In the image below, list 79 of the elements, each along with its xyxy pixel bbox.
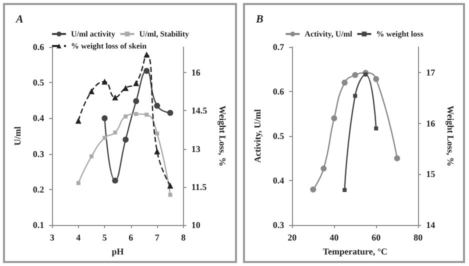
point	[394, 155, 400, 162]
point	[144, 52, 150, 58]
point	[168, 192, 172, 197]
y2-axis-title: Weight Loss, %	[446, 106, 456, 166]
chart-title: A	[15, 14, 24, 26]
y-tick-label: 0.6	[272, 86, 285, 97]
point	[310, 186, 316, 192]
x-axis-title: Temperature, °C	[322, 246, 388, 256]
point	[122, 84, 129, 91]
point	[353, 94, 358, 98]
x-tick-label: 6	[128, 232, 134, 243]
legend-label: U/ml, Stability	[139, 30, 189, 38]
y2-tick-label: 14.5	[191, 106, 208, 116]
x-tick-label: 3	[50, 232, 55, 243]
point	[154, 148, 160, 154]
y2-tick-label: 14	[426, 220, 436, 230]
point	[112, 178, 118, 184]
point	[90, 154, 94, 158]
y-tick-label: 0.4	[272, 176, 285, 186]
chart-title: B	[255, 14, 264, 26]
legend-label: % weight loss of skein	[71, 42, 148, 50]
point	[155, 132, 160, 136]
point	[102, 115, 108, 122]
y2-tick-label: 16	[191, 67, 201, 78]
x-tick-label: 8	[181, 232, 186, 243]
point	[88, 88, 95, 94]
point	[144, 112, 149, 117]
point	[374, 126, 378, 130]
y2-tick-label: 17	[426, 67, 436, 78]
y-tick-label: 0.2	[32, 184, 45, 194]
point	[342, 188, 347, 192]
y-tick-label: 0.5	[272, 131, 285, 142]
x-tick-label: 40	[330, 232, 340, 243]
point	[76, 181, 80, 186]
legend-label: % weight loss	[376, 30, 424, 38]
y2-tick-label: 10	[191, 220, 201, 230]
x-tick-label: 80	[414, 232, 424, 243]
point	[352, 72, 358, 78]
point	[167, 182, 174, 189]
point	[75, 118, 82, 124]
point	[154, 102, 160, 109]
y-tick-label: 0.6	[32, 42, 45, 52]
point	[112, 94, 118, 100]
y2-tick-label: 13	[191, 144, 201, 154]
x-tick-label: 5	[102, 232, 108, 243]
point	[331, 115, 338, 122]
y2-axis-title: Weight Loss, %	[218, 106, 228, 166]
y2-tick-label: 11.5	[191, 182, 208, 192]
y-tick-label: 0.5	[32, 78, 45, 88]
y-axis-title: Activity, U/ml	[252, 108, 262, 163]
point	[113, 130, 118, 134]
point	[124, 114, 128, 118]
legend-label: Activity, U/ml	[304, 30, 353, 38]
point	[122, 136, 129, 143]
point	[364, 72, 368, 76]
point	[320, 166, 327, 172]
point	[102, 136, 107, 140]
x-tick-label: 20	[288, 232, 298, 243]
legend-label: U/ml activity	[71, 30, 116, 38]
point	[102, 78, 108, 85]
y-tick-label: 0.1	[32, 220, 45, 230]
x-axis-title: pH	[112, 246, 124, 256]
y-axis-title: U/ml	[12, 126, 22, 146]
point	[133, 80, 140, 86]
y-tick-label: 0.3	[272, 220, 285, 230]
x-tick-label: 4	[76, 232, 82, 243]
y2-tick-label: 16	[426, 118, 436, 128]
point	[167, 110, 174, 116]
x-tick-label: 60	[372, 232, 382, 243]
y-tick-label: 0.7	[272, 42, 285, 52]
y-tick-label: 0.3	[32, 148, 45, 159]
x-tick-label: 7	[154, 232, 160, 243]
point	[133, 98, 140, 104]
point	[144, 68, 150, 74]
point	[134, 112, 138, 116]
y-tick-label: 0.4	[32, 113, 45, 124]
point	[342, 80, 348, 86]
y2-tick-label: 15	[426, 169, 436, 180]
point	[373, 76, 380, 82]
